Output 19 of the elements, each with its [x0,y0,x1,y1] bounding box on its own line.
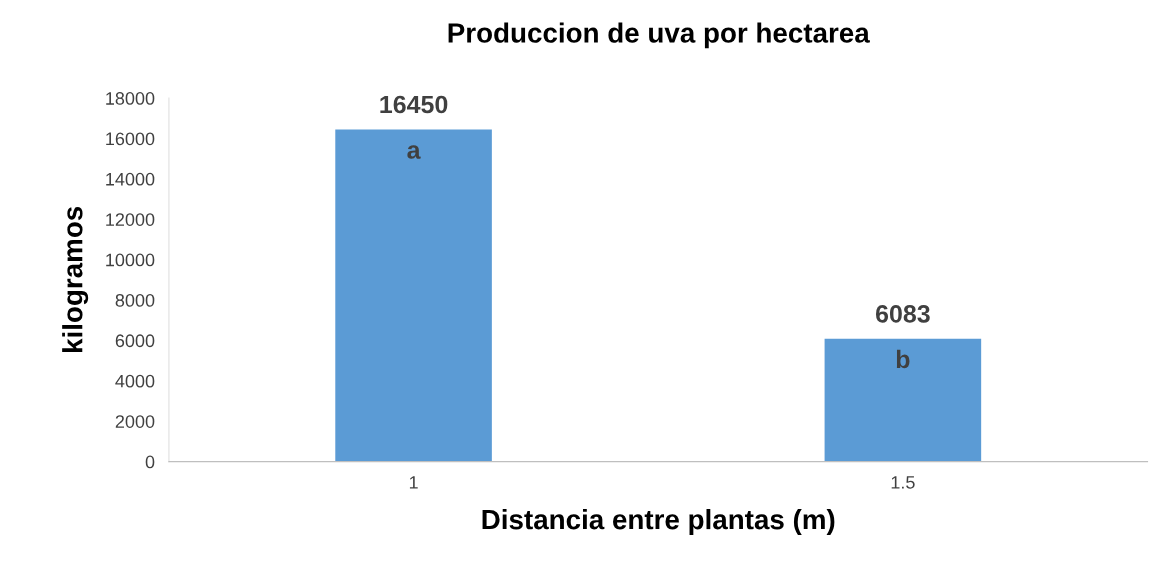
x-tick-label: 1.5 [891,476,915,489]
y-tick-label: 14000 [106,172,155,186]
data-label: 6083 [875,305,930,323]
y-tick-label: 8000 [115,293,155,307]
y-axis-title: kilogramos [62,206,89,352]
y-tick-label: 2000 [115,415,155,428]
y-tick-label: 18000 [106,92,155,105]
y-tick-label: 10000 [106,253,155,267]
y-tick-label: 6000 [115,334,155,348]
y-tick-label: 12000 [106,213,155,226]
x-axis-title: Distancia entre plantas (m) [482,508,835,535]
y-tick-label: 0 [145,455,155,469]
data-label: 16450 [380,95,448,114]
y-tick-label: 16000 [106,132,155,146]
x-tick-label: 1 [409,476,418,489]
annotation: b [896,349,910,369]
annotation: a [407,145,421,159]
y-tick-label: 4000 [115,374,155,388]
chart-title: Produccion de uva por hectarea [448,22,870,49]
